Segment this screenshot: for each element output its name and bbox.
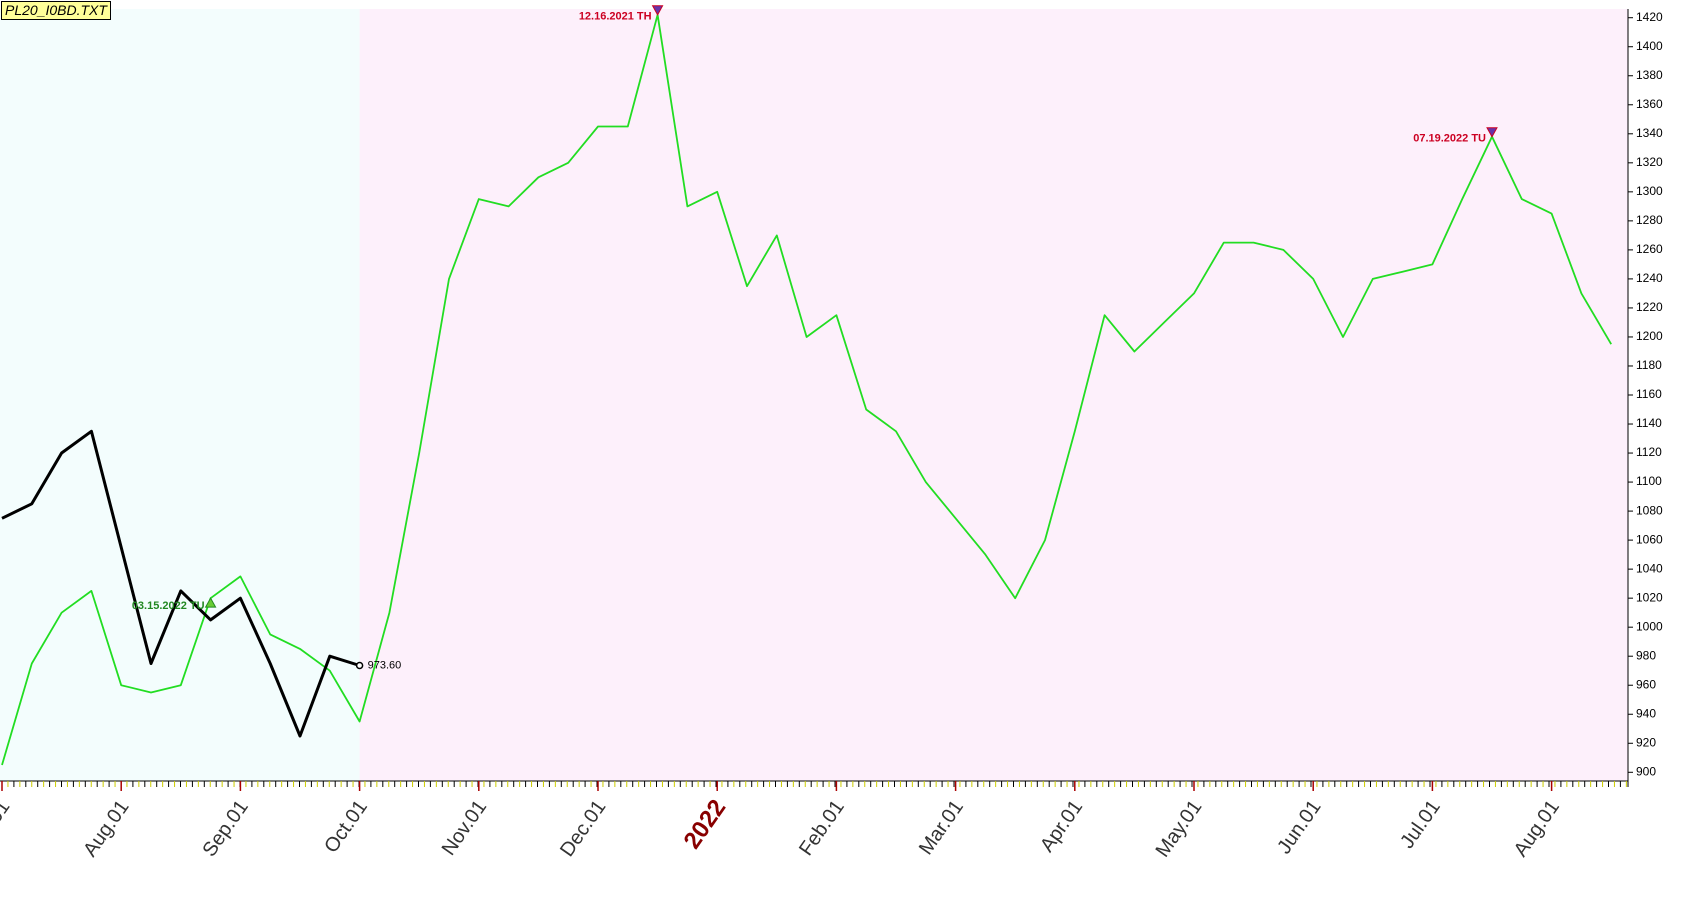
chart-title: PL20_I0BD.TXT [1,1,111,20]
history-background [0,9,360,781]
y-tick-label: 1120 [1636,445,1662,459]
x-tick-label: Mar.01 [915,796,968,859]
x-tick-label: Aug.01 [1510,796,1564,861]
y-tick-label: 1180 [1636,358,1662,372]
y-tick-label: 1000 [1636,619,1663,633]
pivot-label: 03.15.2022 TU [132,600,205,612]
future-background [359,9,1629,781]
y-tick-label: 1020 [1636,590,1663,604]
pivot-marker [651,5,664,16]
y-tick-label: 1100 [1636,474,1662,488]
y-tick-label: 1200 [1636,329,1663,343]
value-label: 973.60 [368,659,402,671]
y-tick-label: 1140 [1636,416,1662,430]
pivot-marker [1486,127,1498,138]
x-tick-label: Feb.01 [795,796,849,860]
x-tick-label: Oct.01 [320,796,372,857]
x-tick-label: Jul.01 [1396,796,1445,852]
y-tick-label: 1340 [1636,126,1663,140]
y-tick-label: 1240 [1636,271,1663,285]
y-tick-label: 1280 [1636,213,1663,227]
y-tick-label: 1220 [1636,300,1663,314]
y-tick-label: 1360 [1636,97,1663,111]
series-line [1,429,361,738]
last-point [355,661,364,670]
x-tick-label: Jul.01 [0,796,14,852]
y-tick-label: 1060 [1636,532,1663,546]
y-tick-label: 960 [1636,677,1656,691]
x-tick-label: May.01 [1152,796,1207,861]
y-tick-label: 940 [1636,706,1656,720]
x-tick-label: Nov.01 [438,796,492,859]
series-line [1,13,1612,766]
y-tick-label: 1040 [1636,561,1663,575]
x-tick-label: 2022 [679,795,732,854]
pivot-label: 07.19.2022 TU [1413,133,1486,145]
y-tick-label: 1080 [1636,503,1663,517]
y-tick-label: 1420 [1636,10,1663,24]
y-tick-label: 1160 [1636,387,1662,401]
y-tick-label: 980 [1636,648,1656,662]
y-tick-label: 1300 [1636,184,1663,198]
x-tick-label: Jun.01 [1273,796,1325,858]
x-tick-label: Dec.01 [556,796,610,861]
pivot-label: 12.16.2021 TH [579,11,652,23]
y-tick-label: 1260 [1636,242,1663,256]
y-tick-label: 900 [1636,764,1656,778]
y-tick-label: 1380 [1636,68,1663,82]
x-tick-label: Apr.01 [1036,796,1087,856]
pivot-marker [204,597,217,608]
y-tick-label: 1400 [1636,39,1663,53]
x-tick-label: Aug.01 [79,796,133,861]
y-tick-label: 920 [1636,735,1656,749]
y-tick-label: 1320 [1636,155,1663,169]
x-tick-label: Sep.01 [198,796,252,861]
